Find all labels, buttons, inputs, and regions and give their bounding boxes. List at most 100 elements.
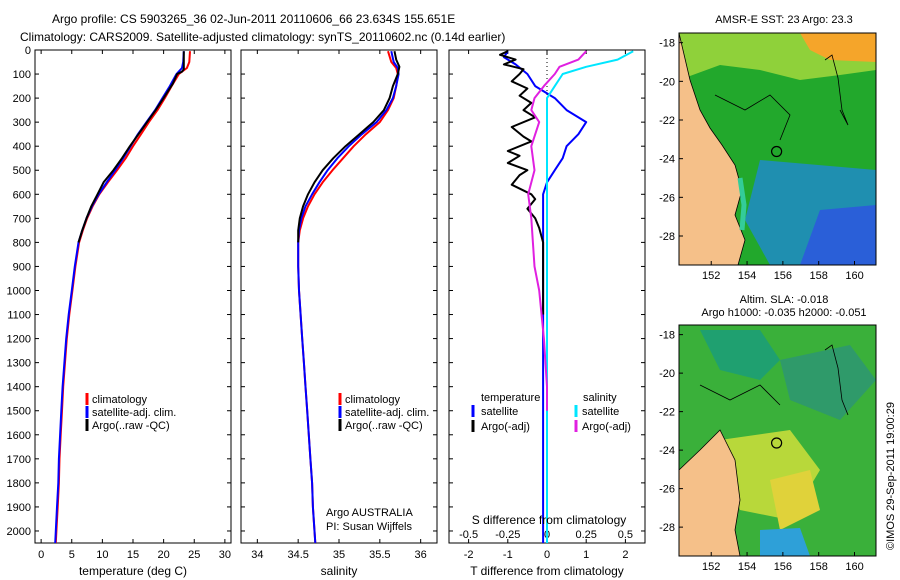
header-line2: Climatology: CARS2009. Satellite-adjuste… xyxy=(20,30,505,44)
map-x-tick-label: 160 xyxy=(845,270,863,282)
map-y-tick-label: -28 xyxy=(659,522,675,534)
x2-tick-label: 0.25 xyxy=(575,529,596,541)
legend-s-argo: Argo(-adj) xyxy=(582,421,631,433)
sla-map-axes: 152 154 156 158 160 -28 -26 -24 -22 -20 -18 xyxy=(659,330,864,573)
depth-tick-label: 700 xyxy=(13,213,31,225)
series-satellite-adj-clim- xyxy=(54,51,185,544)
x-tick-label: 15 xyxy=(127,549,139,561)
sla-low-patch xyxy=(700,330,780,380)
x2-tick-label: 0.5 xyxy=(618,529,633,541)
map-x-tick-label: 156 xyxy=(774,270,792,282)
temperature-plot-frame xyxy=(34,49,232,544)
depth-tick-label: 1800 xyxy=(7,478,31,490)
legend-satellite: satellite-adj. clim. xyxy=(92,407,176,419)
depth-tick-label: 1400 xyxy=(7,382,31,394)
salinity-legend: climatology satellite-adj. clim. Argo(..… xyxy=(326,393,429,533)
series-climatology xyxy=(54,51,191,544)
series-satellite-adj-clim- xyxy=(297,50,400,544)
x-tick-label: 2 xyxy=(622,549,628,561)
depth-tick-label: 1200 xyxy=(7,334,31,346)
x-tick-label: 36 xyxy=(415,549,427,561)
depth-tick-label: 500 xyxy=(13,165,31,177)
series-argo-raw-qc- xyxy=(297,51,401,243)
map-y-tick-label: -22 xyxy=(659,407,675,419)
x-tick-label: 34 xyxy=(251,549,263,561)
map-y-tick-label: -26 xyxy=(659,484,675,496)
temperature-plot: 0 5 10 15 20 25 30 xyxy=(35,49,231,561)
depth-axis: 0 100 200 300 400 500 600 700 800 900 1000 1100 1200… xyxy=(7,45,31,538)
series-climatology xyxy=(297,50,399,544)
map-x-tick-label: 156 xyxy=(774,561,792,573)
sla-bathymetry-contour xyxy=(699,384,781,406)
map-y-tick-label: -24 xyxy=(659,445,675,457)
series-argo-raw-qc- xyxy=(77,51,185,243)
legend-s-satellite: satellite xyxy=(582,406,619,418)
x2-tick-label: -0.5 xyxy=(459,529,478,541)
legend-t-argo: Argo(-adj) xyxy=(481,421,530,433)
series-salinity-argo-adj- xyxy=(527,50,587,411)
x-tick-label: 10 xyxy=(96,549,108,561)
depth-tick-label: 100 xyxy=(13,69,31,81)
sla-map-frame xyxy=(678,324,877,557)
sla-low-patch-3 xyxy=(760,528,810,556)
sla-map: 152 154 156 158 160 -28 -26 -24 -22 -20 -18 xyxy=(659,324,877,573)
sst-map: 152 154 156 158 160 -28 -26 -24 -22 -20 -18 xyxy=(659,32,877,282)
footer-stamp: ©IMOS 29-Sep-2011 19:00:29 xyxy=(885,402,897,550)
sla-float-marker xyxy=(771,437,783,449)
difference-plot: -2 -1 0 1 2-0.5 -0.25 0 0.25 0.5 xyxy=(449,49,645,561)
map-x-tick-label: 158 xyxy=(810,561,828,573)
sla-map-title2: Argo h1000: -0.035 h2000: -0.051 xyxy=(701,307,866,319)
annotation-pi: PI: Susan Wijffels xyxy=(326,521,412,533)
depth-tick-label: 800 xyxy=(13,237,31,249)
legend-climatology: climatology xyxy=(345,394,401,406)
depth-tick-label: 0 xyxy=(25,45,31,57)
depth-tick-label: 300 xyxy=(13,117,31,129)
map-x-tick-label: 152 xyxy=(702,561,720,573)
map-y-tick-label: -26 xyxy=(659,192,675,204)
depth-tick-label: 1900 xyxy=(7,502,31,514)
x-tick-label: 30 xyxy=(219,549,231,561)
x-tick-label: 1 xyxy=(583,549,589,561)
salinity-plot: 34 34.5 35 35.5 36 xyxy=(241,49,437,561)
depth-tick-label: 1500 xyxy=(7,406,31,418)
depth-tick-label: 400 xyxy=(13,141,31,153)
series-salinity-satellite xyxy=(546,50,634,543)
depth-tick-label: 1300 xyxy=(7,358,31,370)
x-tick-label: -2 xyxy=(464,549,474,561)
temperature-xlabel: temperature (deg C) xyxy=(79,564,187,578)
map-y-tick-label: -24 xyxy=(659,154,675,166)
x-tick-label: -1 xyxy=(503,549,513,561)
difference-xlabel: T difference from climatology xyxy=(470,564,624,578)
sst-map-title: AMSR-E SST: 23 Argo: 23.3 xyxy=(715,14,853,26)
depth-tick-label: 900 xyxy=(13,261,31,273)
sla-reef-contour xyxy=(824,344,849,416)
depth-tick-label: 200 xyxy=(13,93,31,105)
sst-coastal-shelf xyxy=(737,177,747,231)
legend-temperature-header: temperature xyxy=(481,392,540,404)
map-y-tick-label: -18 xyxy=(659,38,675,50)
sst-map-axes: 152 154 156 158 160 -28 -26 -24 -22 -20 -18 xyxy=(659,38,864,282)
x-tick-label: 25 xyxy=(188,549,200,561)
temperature-legend: climatology satellite-adj. clim. Argo(..… xyxy=(85,393,176,432)
x-tick-label: 20 xyxy=(158,549,170,561)
x-tick-label: 35.5 xyxy=(369,549,390,561)
x-tick-label: 0 xyxy=(38,549,44,561)
depth-tick-label: 1100 xyxy=(7,310,31,322)
map-x-tick-label: 152 xyxy=(702,270,720,282)
legend-t-satellite: satellite xyxy=(481,406,518,418)
series-temperature-satellite xyxy=(502,50,588,543)
x-tick-label: 0 xyxy=(544,549,550,561)
salinity-plot-frame xyxy=(240,49,438,544)
sla-map-title: Altim. SLA: -0.018 xyxy=(740,294,829,306)
map-x-tick-label: 160 xyxy=(845,561,863,573)
legend-argo: Argo(..raw -QC) xyxy=(92,420,170,432)
map-y-tick-label: -18 xyxy=(659,330,675,342)
map-y-tick-label: -20 xyxy=(659,76,675,88)
sla-low-patch-2 xyxy=(780,345,876,420)
difference-xlabel2: S difference from climatology xyxy=(472,513,627,527)
map-x-tick-label: 154 xyxy=(738,561,756,573)
sst-cool-patch xyxy=(800,205,876,265)
depth-tick-label: 1600 xyxy=(7,430,31,442)
x-tick-label: 34.5 xyxy=(287,549,308,561)
legend-argo: Argo(..raw -QC) xyxy=(345,420,423,432)
